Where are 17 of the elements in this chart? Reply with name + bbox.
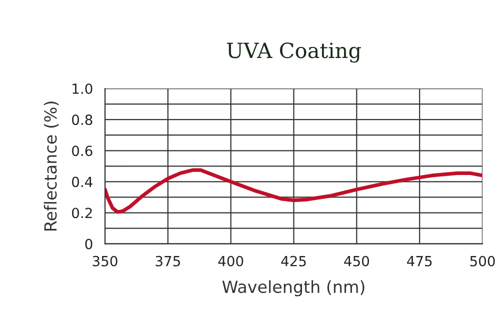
x-tick-label: 350: [92, 256, 118, 266]
y-tick-label: 0.4: [72, 176, 92, 188]
x-tick-label: 450: [344, 256, 369, 266]
y-tick-label: 1.0: [72, 83, 92, 94]
x-axis-title: Wavelength (nm): [222, 280, 364, 296]
y-axis-title: Reflectance (%): [44, 102, 59, 230]
x-tick-label: 475: [407, 256, 432, 266]
y-tick-label: 0.8: [72, 114, 92, 126]
x-tick-label: 400: [218, 256, 244, 266]
chart-title: UVA Coating: [226, 42, 361, 63]
x-tick-label: 500: [470, 256, 495, 266]
y-tick-label: 0.2: [72, 208, 92, 218]
y-tick-label: 0.6: [72, 146, 92, 156]
y-tick-label: 0: [85, 238, 92, 250]
x-tick-label: 375: [156, 256, 180, 266]
line-series: [105, 168, 482, 214]
x-tick-label: 425: [281, 256, 306, 266]
